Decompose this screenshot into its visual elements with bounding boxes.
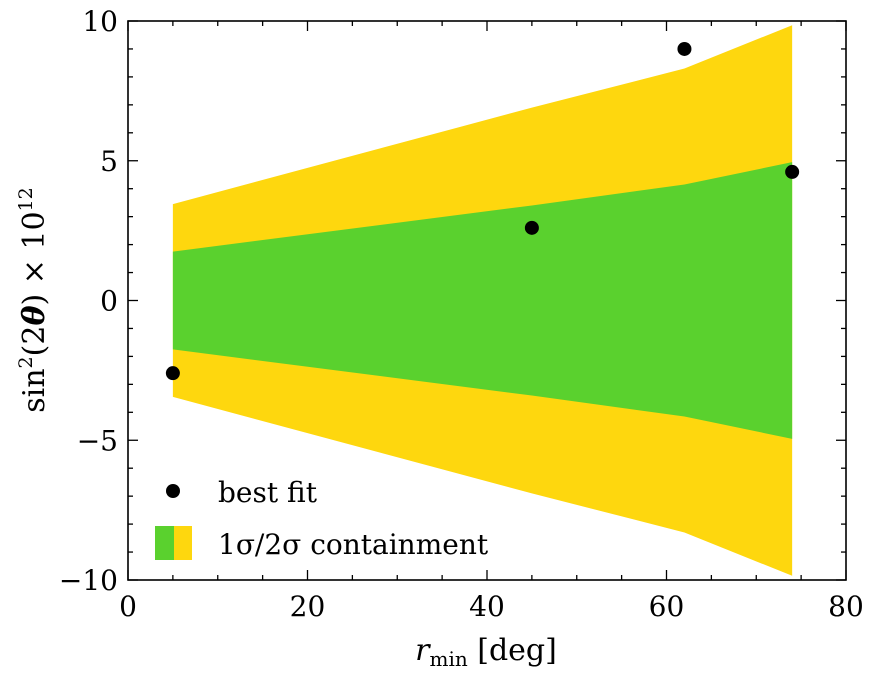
y-tick-label: 5: [100, 145, 118, 178]
best-fit-point: [165, 366, 180, 381]
x-tick-label: 20: [290, 590, 326, 623]
x-tick-label: 40: [469, 590, 505, 623]
x-tick-label: 0: [119, 590, 137, 623]
containment-bands: [172, 25, 793, 576]
x-tick-label: 60: [649, 590, 685, 623]
one-sigma-band: [172, 162, 793, 439]
y-tick-label: 0: [100, 285, 118, 318]
x-tick-label: 80: [828, 590, 864, 623]
legend-one-sigma-swatch: [155, 526, 174, 560]
legend: best fit 1σ/2σ containment: [155, 476, 489, 561]
best-fit-points: [165, 41, 800, 381]
tick-labels: 0 20 40 60 80 −10 −5 0 5 10: [59, 5, 864, 623]
x-axis-label: rmin [deg]: [415, 633, 557, 671]
best-fit-point: [785, 164, 800, 179]
y-axis-label: sin2(2θ) × 1012: [15, 187, 52, 413]
y-tick-label: 10: [82, 5, 118, 38]
y-tick-label: −10: [59, 564, 118, 597]
best-fit-point: [677, 41, 692, 56]
plot-frame: [127, 20, 847, 581]
y-tick-label: −5: [77, 424, 118, 457]
legend-containment-label: 1σ/2σ containment: [218, 528, 489, 561]
legend-best-fit-label: best fit: [218, 476, 318, 509]
best-fit-point: [524, 220, 539, 235]
legend-best-fit-marker: [166, 484, 180, 498]
legend-two-sigma-swatch: [174, 526, 192, 560]
